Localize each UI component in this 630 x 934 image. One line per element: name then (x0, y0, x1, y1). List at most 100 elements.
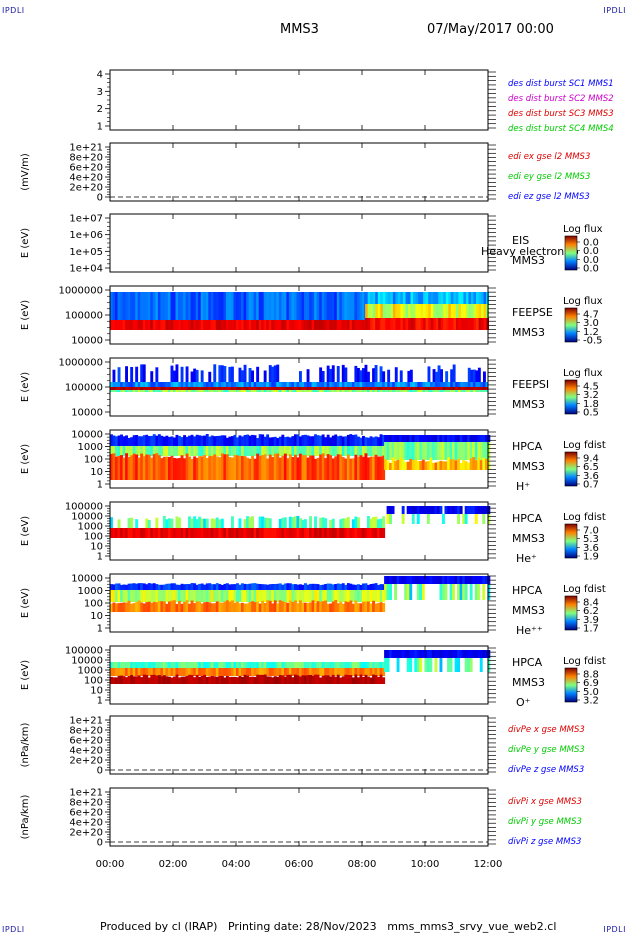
spectrogram-cell (329, 583, 333, 590)
spectrogram-cell (362, 382, 365, 387)
spectrogram-cell (386, 514, 390, 524)
spectrogram-cell (205, 387, 209, 390)
y-tick-label: 1000 (78, 522, 103, 533)
spectrogram-cell (314, 528, 317, 538)
spectrogram-cell (372, 304, 376, 318)
spectrogram-cell (210, 668, 214, 676)
spectrogram-cell (152, 662, 156, 668)
spectrogram-cell (442, 390, 446, 392)
spectrogram-cell (125, 387, 128, 390)
spectrogram-cell (215, 590, 219, 602)
spectrogram-cell (440, 318, 444, 330)
spectrogram-cell (283, 387, 287, 390)
spectrogram-cell (210, 528, 214, 538)
spectrogram-cell (467, 435, 471, 442)
spectrogram-cell (110, 387, 113, 390)
spectrogram-cell (452, 382, 456, 387)
spectrogram-cell (339, 668, 343, 676)
spectrogram-cell (228, 601, 232, 612)
spectrogram-cell (291, 320, 295, 330)
spectrogram-cell (382, 371, 386, 384)
spectrogram-cell (367, 590, 370, 602)
spectrogram-cell (261, 516, 265, 528)
spectrogram-cell (180, 455, 184, 480)
spectrogram-cell (445, 371, 449, 384)
spectrogram-cell (241, 602, 244, 612)
spectrogram-cell (112, 369, 116, 384)
spectrogram-cell (145, 320, 149, 330)
spectrogram-cell (150, 674, 154, 684)
spectrogram-cell (276, 668, 280, 676)
spectrogram-cell (271, 366, 275, 384)
spectrogram-cell (175, 516, 179, 528)
spectrogram-cell (299, 292, 302, 322)
spectrogram-cell (145, 668, 149, 676)
y-tick-label: 100 (84, 599, 103, 610)
spectrogram-cell (410, 304, 414, 318)
spectrogram-cell (479, 435, 483, 442)
spectrogram-cell (414, 506, 418, 514)
spectrogram-cell (273, 600, 277, 612)
spectrogram-cell (278, 668, 282, 676)
spectrogram-cell (304, 583, 307, 590)
spectrogram-cell (452, 364, 456, 384)
spectrogram-cell (324, 458, 328, 480)
spectrogram-cell (231, 292, 234, 322)
spectrogram-cell (228, 387, 232, 390)
spectrogram-cell (421, 506, 425, 514)
spectrogram-cell (160, 320, 164, 330)
spectrogram-cell (208, 387, 212, 390)
spectrogram-cell (339, 292, 343, 322)
spectrogram-cell (236, 320, 239, 330)
spectrogram-cell (137, 446, 141, 456)
spectrogram-cell (228, 382, 232, 387)
spectrogram-cell (351, 435, 355, 446)
spectrogram-cell (258, 320, 262, 330)
spectrogram-cell (301, 435, 305, 446)
spectrogram-cell (314, 434, 317, 446)
spectrogram-cell (435, 371, 438, 384)
spectrogram-cell (203, 455, 207, 480)
spectrogram-cell (175, 674, 179, 684)
spectrogram-cell (385, 304, 389, 318)
spectrogram-cell (369, 456, 373, 480)
spectrogram-cell (326, 320, 330, 330)
spectrogram-cell (142, 662, 146, 668)
x-tick-label: 10:00 (411, 859, 440, 870)
spectrogram-cell (341, 603, 345, 612)
y-tick-label: 10000 (71, 512, 103, 523)
spectrogram-cell (445, 387, 449, 390)
spectrogram-cell (329, 519, 333, 528)
spectrogram-cell (447, 390, 451, 392)
spectrogram-cell (155, 517, 159, 528)
spectrogram-cell (392, 318, 396, 330)
spectrogram-cell (173, 382, 176, 387)
spectrogram-cell (132, 382, 136, 387)
spectrogram-cell (261, 382, 265, 387)
spectrogram-cell (135, 583, 139, 590)
spectrogram-cell (452, 435, 455, 442)
spectrogram-cell (115, 390, 118, 392)
spectrogram-cell (384, 459, 387, 470)
spectrogram-cell (405, 318, 409, 330)
spectrogram-cell (399, 576, 403, 584)
spectrogram-cell (228, 590, 232, 602)
spectrogram-cell (168, 528, 171, 538)
y-axis-label: E (eV) (20, 660, 31, 690)
spectrogram-cell (406, 435, 410, 442)
spectrogram-cell (359, 437, 363, 446)
instrument-label: HPCA (512, 512, 543, 525)
spectrogram-cell (243, 387, 247, 390)
spectrogram-cell (418, 304, 421, 318)
colorbar-tick-label: 7.0 (583, 526, 599, 537)
panel-frame-eis (109, 213, 489, 273)
spectrogram-cell (482, 650, 486, 658)
spectrogram-cell (190, 600, 194, 612)
spectrogram-cell (484, 506, 488, 514)
spectrogram-cell (218, 390, 222, 392)
spectrogram-cell (210, 518, 214, 528)
spectrogram-cell (475, 370, 479, 384)
spectrogram-cell (319, 601, 323, 612)
spectrogram-cell (248, 435, 252, 446)
spectrogram-cell (426, 650, 430, 658)
